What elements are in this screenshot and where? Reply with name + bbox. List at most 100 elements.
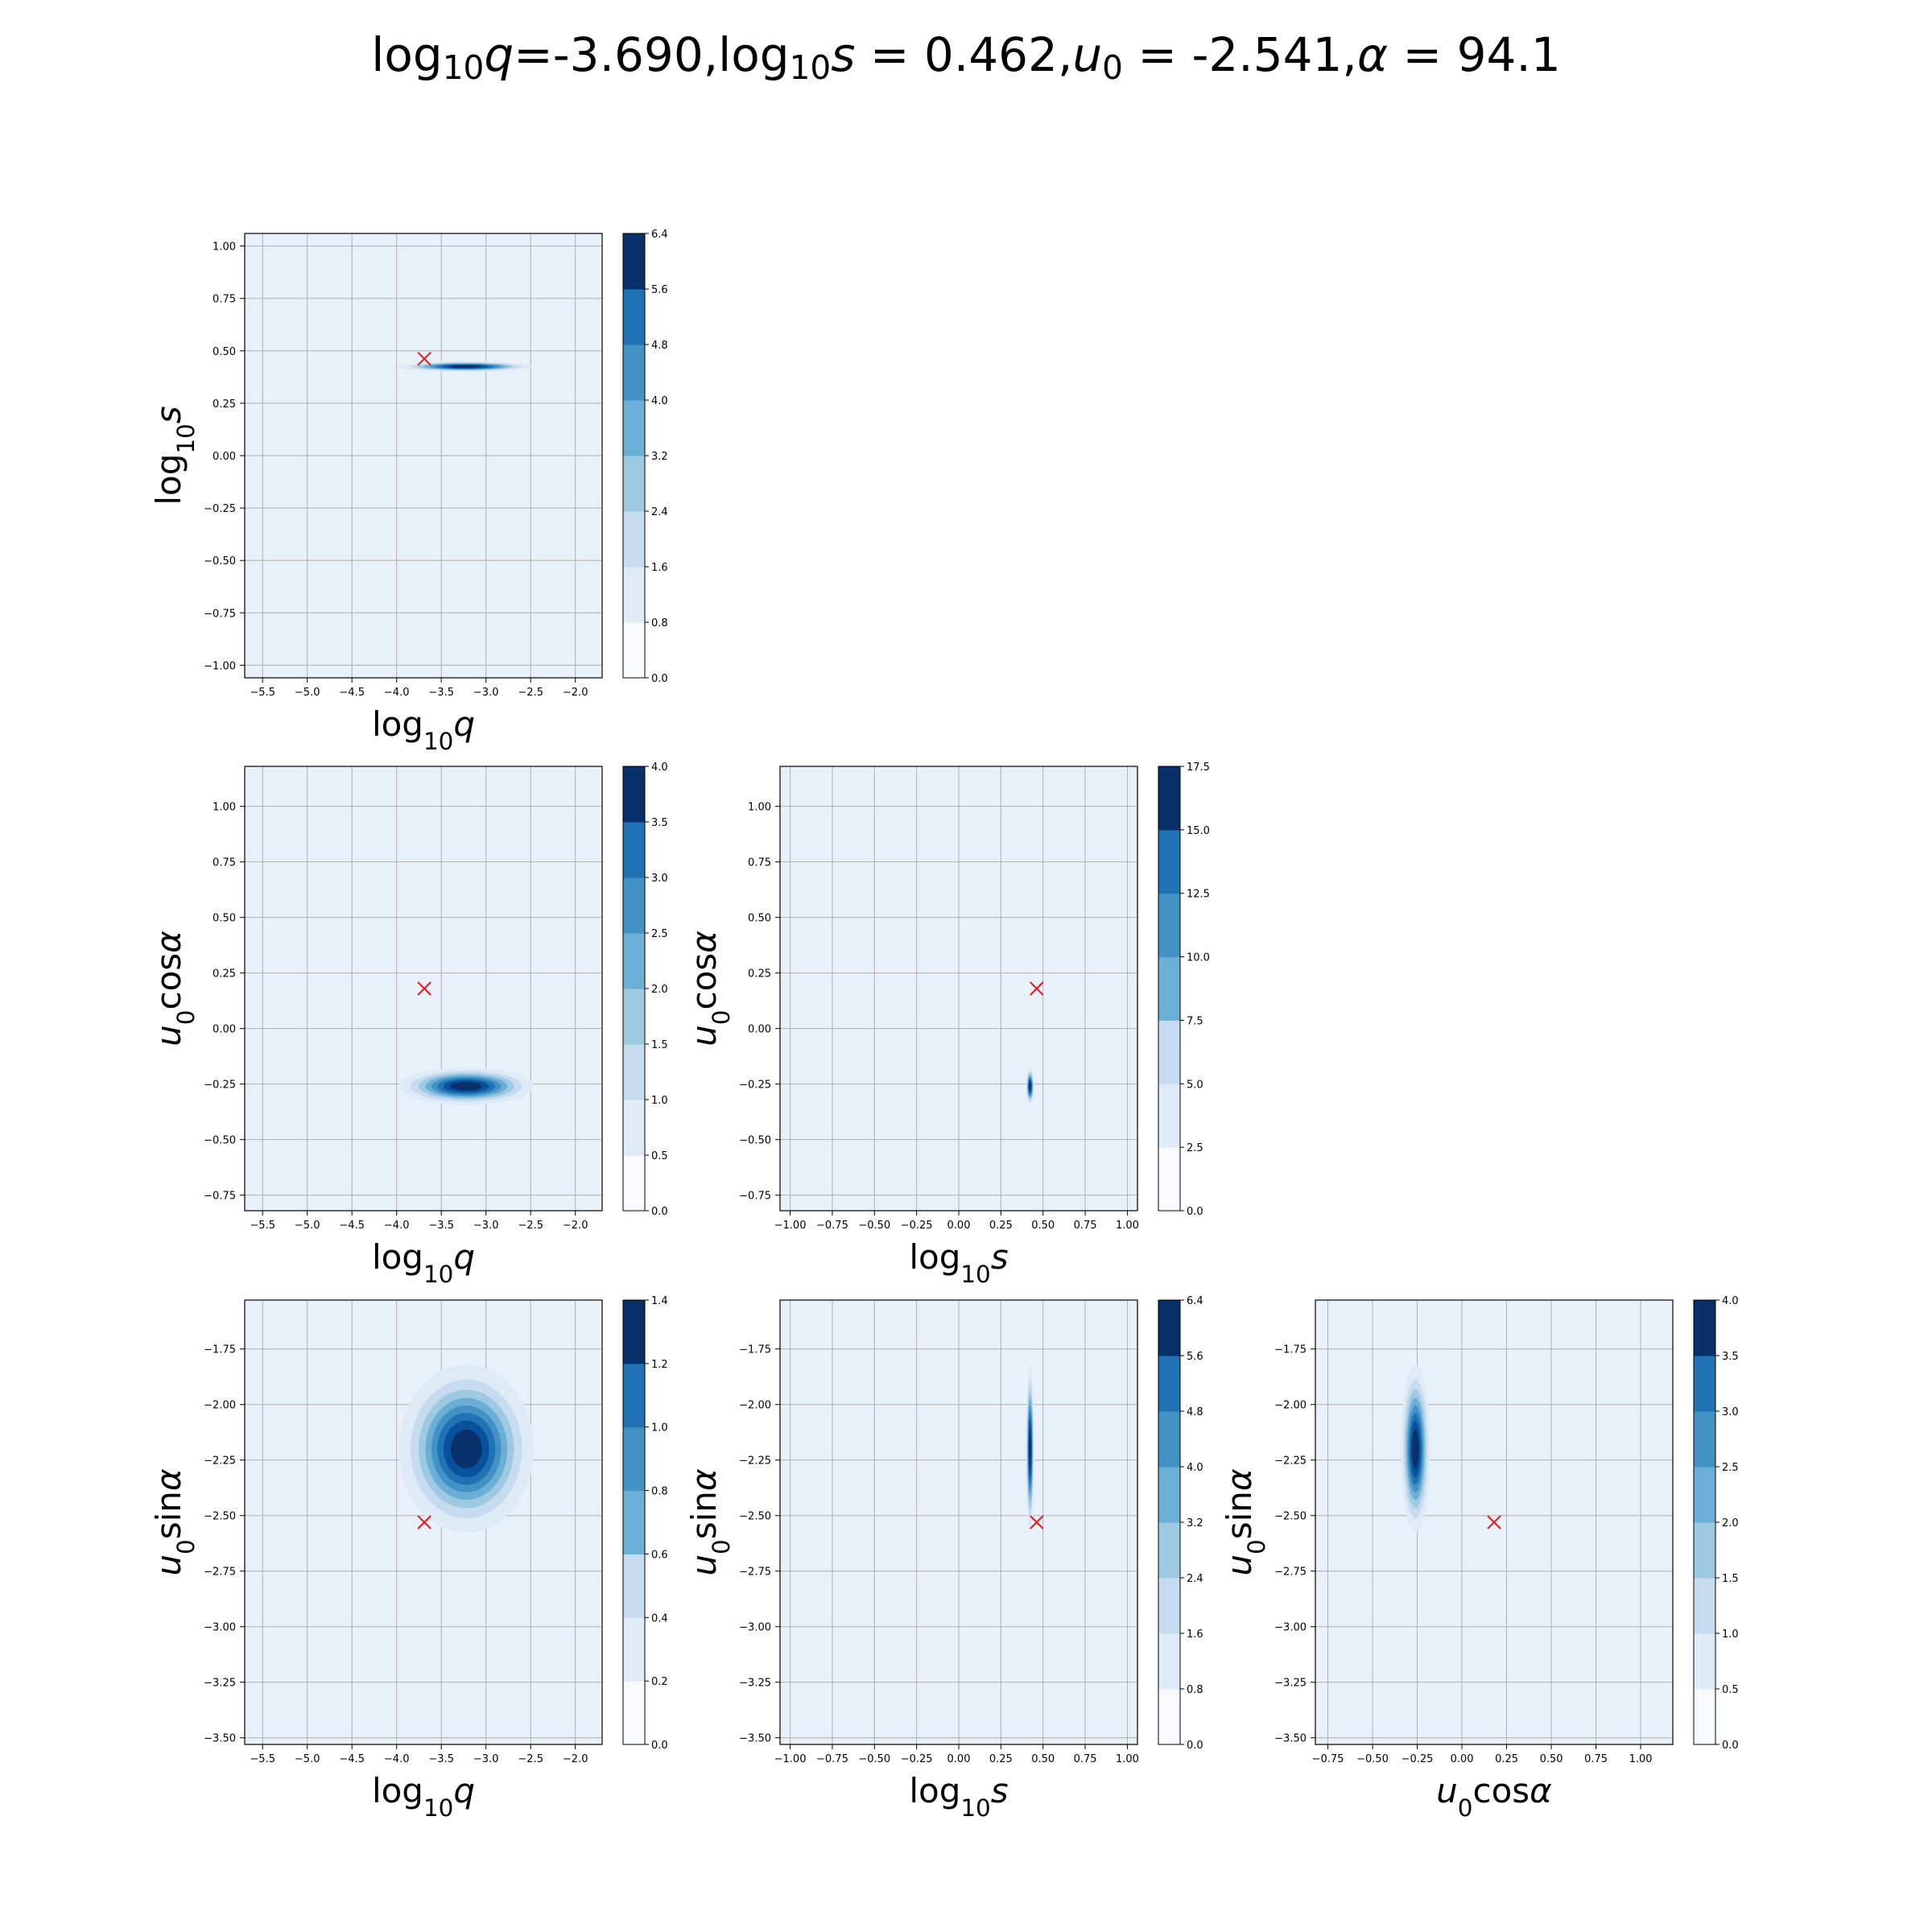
y-tick-label: −1.75 [1274,1344,1307,1356]
density-contours [398,361,533,372]
contour-level [449,365,481,368]
truth-marker [1487,1515,1501,1530]
y-axis-label-part: cos [149,953,188,1010]
x-axis-label-part: u [1436,1771,1458,1810]
y-axis-label-part: 0 [1243,1539,1270,1554]
y-axis-label-part: u [149,1554,188,1576]
x-tick-label: −5.5 [250,1753,275,1765]
colorbar-band [1694,1689,1715,1745]
y-axis-label: u0cosα [149,931,200,1046]
colorbar-band [623,233,645,290]
colorbar-band [1694,1300,1715,1356]
x-axis-label-part: 10 [423,1794,453,1822]
x-axis-label-part: log [909,1771,960,1810]
colorbar: 0.0 0.8 1.6 2.4 3.2 4.0 4.8 5.6 6.4 [622,229,668,685]
y-tick-label: −2.50 [204,1511,236,1523]
y-tick-label: −1.75 [739,1344,771,1356]
y-axis-label-part: u [684,1554,724,1576]
colorbar-band [623,933,645,989]
figure-title-part: = -2.541, [1122,27,1357,82]
y-tick-label: −2.75 [739,1567,771,1579]
y-axis-label: u0sinα [684,1468,735,1576]
x-tick-label: 1.00 [1629,1753,1653,1765]
colorbar-band [623,1617,645,1682]
colorbar-tick-label: 0.0 [651,1206,668,1218]
colorbar-tick-label: 4.8 [651,340,668,352]
figure-title: log10q=-3.690,log10s = 0.462,u0 = -2.541… [0,27,1932,87]
x-axis-label-part: q [453,1771,475,1810]
x-axis-label-part: 10 [960,1794,990,1822]
colorbar-tick-label: 0.6 [651,1549,668,1561]
contour-level [450,1082,482,1091]
colorbar-band [623,400,645,456]
y-tick-label: −2.75 [204,1567,236,1579]
y-tick-label: −2.75 [1274,1567,1307,1579]
y-tick-label: −0.75 [204,608,236,620]
contour-level [1029,1082,1031,1091]
colorbar-tick-label: 5.6 [651,284,668,296]
colorbar-tick-label: 1.4 [651,1295,668,1307]
colorbar-band [1694,1411,1715,1468]
x-tick-label: −5.0 [295,687,320,699]
y-tick-label: −3.50 [204,1733,236,1745]
y-tick-label: −0.50 [204,1135,236,1147]
colorbar-tick-label: 3.2 [651,451,668,463]
x-tick-label: −2.0 [563,687,588,699]
truth-marker [417,981,431,996]
colorbar-band [1694,1578,1715,1634]
x-tick-label: −2.5 [518,687,543,699]
colorbar-tick-label: 2.0 [1722,1517,1739,1530]
y-axis-label: u0sinα [1220,1468,1270,1576]
x-tick-label: −0.50 [1356,1753,1389,1765]
colorbar-tick-label: 6.4 [1187,1295,1203,1307]
colorbar-tick-label: 2.4 [651,506,668,518]
y-axis-label: u0sinα [149,1468,200,1576]
colorbar-tick-label: 1.5 [651,1039,668,1051]
colorbar-tick-label: 0.0 [1187,1740,1203,1752]
x-tick-label: −0.25 [1402,1753,1434,1765]
x-axis-label-part: α [1530,1771,1552,1810]
x-tick-label: −4.0 [384,1753,410,1765]
x-axis-label: log10q [372,1771,475,1822]
colorbar-tick-label: 0.0 [651,673,668,685]
x-axis-label: log10s [909,1237,1008,1288]
figure-title-part: u [1072,27,1103,82]
plot-frame [1315,1299,1674,1745]
plot-frame [244,1299,603,1745]
y-tick-label: −3.25 [204,1678,236,1690]
colorbar-band [623,345,645,401]
y-axis-label-part: 0 [708,1539,735,1554]
x-axis-label-part: 0 [1458,1794,1473,1822]
y-tick-label: −2.00 [739,1400,771,1412]
y-tick-label: −2.25 [1274,1455,1307,1468]
colorbar-band [623,511,645,568]
y-tick-label: 0.00 [213,1024,236,1036]
figure-title-part: q [484,27,514,82]
x-tick-label: 0.00 [947,1753,971,1765]
colorbar-band [1158,956,1180,1021]
colorbar-tick-label: 10.0 [1187,952,1210,964]
x-axis-label-part: q [453,704,475,744]
colorbar-tick-label: 3.0 [651,873,668,885]
density-contours [398,1067,535,1105]
x-axis-label-part: 10 [423,728,453,755]
x-axis-label-part: log [372,704,423,744]
colorbar-frame [622,1299,646,1745]
subplot-4: −5.5 −5.0 −4.5 −4.0 −3.5 −3.0 −2.5 −2.0 −3.50 −3.… [149,1295,668,1822]
y-tick-label: −2.50 [1274,1511,1307,1523]
colorbar-tick-label: 0.8 [651,617,668,630]
density-contours [1400,1364,1430,1534]
colorbar-band [1694,1522,1715,1579]
colorbar-tick-label: 2.5 [1187,1142,1203,1154]
colorbar-tick-label: 7.5 [1187,1015,1203,1027]
y-tick-label: −0.75 [739,1191,771,1203]
x-tick-label: 0.25 [989,1753,1013,1765]
y-tick-label: −0.75 [204,1191,236,1203]
x-axis-label-part: q [453,1237,475,1277]
x-tick-label: −4.5 [339,687,365,699]
x-tick-label: 0.25 [989,1220,1013,1232]
y-tick-label: 1.00 [748,802,771,814]
colorbar-band [1158,1522,1180,1579]
figure-title-part: =-3.690,log [514,27,790,82]
x-tick-label: 0.50 [1540,1753,1563,1765]
